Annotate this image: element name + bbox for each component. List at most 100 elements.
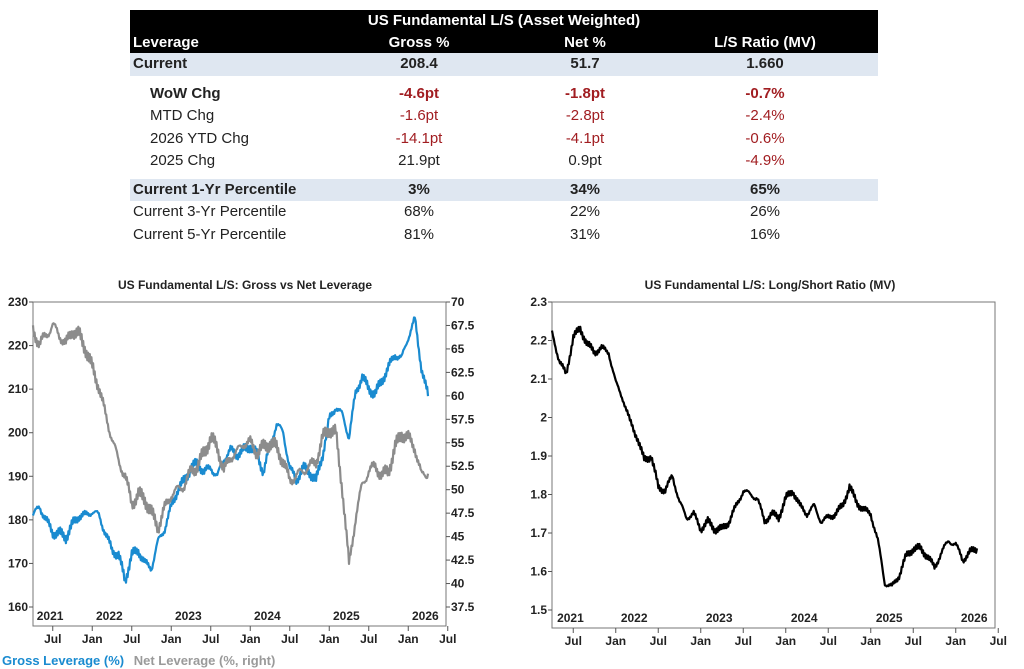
table-row: 2026 YTD Chg -14.1pt -4.1pt -0.6% xyxy=(130,128,878,151)
x-tick-label: Jul xyxy=(820,634,837,648)
row-label: 2025 Chg xyxy=(150,152,216,169)
y-tick-label: 2.2 xyxy=(530,334,547,348)
x-tick-label: Jul xyxy=(439,632,456,646)
x-tick-label: Jul xyxy=(360,632,377,646)
x-year-label: 2024 xyxy=(254,609,281,623)
legend-net: Net Leverage (%, right) xyxy=(133,653,276,668)
x-tick-label: Jul xyxy=(123,632,140,646)
y-right-tick-label: 65 xyxy=(451,342,465,356)
cell: -2.4% xyxy=(745,107,785,124)
cell: 16% xyxy=(749,225,781,243)
header-gross: Gross % xyxy=(388,34,450,51)
x-tick-label: Jul xyxy=(565,634,582,648)
cell: -2.8pt xyxy=(565,107,605,124)
y-tick-label: 190 xyxy=(8,469,28,483)
cell: 65% xyxy=(749,180,781,198)
table-row: Current 3-Yr Percentile 68% 22% 26% xyxy=(130,201,878,224)
x-tick-label: Jan xyxy=(690,634,711,648)
y-tick-label: 160 xyxy=(8,600,28,614)
x-year-label: 2021 xyxy=(37,609,64,623)
y-tick-label: 210 xyxy=(8,382,28,396)
table-row: MTD Chg -1.6pt -2.8pt -2.4% xyxy=(130,105,878,128)
y-right-tick-label: 37.5 xyxy=(451,600,475,614)
series-line-right-1 xyxy=(31,322,430,566)
x-tick-label: Jan xyxy=(398,632,419,646)
y-right-tick-label: 70 xyxy=(451,295,465,309)
x-tick-label: Jul xyxy=(202,632,219,646)
row-label: Current 3-Yr Percentile xyxy=(133,203,287,220)
y-tick-label: 2 xyxy=(540,411,547,425)
x-tick-label: Jan xyxy=(240,632,261,646)
table-row-current: Current 208.4 51.7 1.660 xyxy=(130,53,878,76)
x-tick-label: Jul xyxy=(650,634,667,648)
y-right-tick-label: 40 xyxy=(451,577,465,591)
y-tick-label: 1.5 xyxy=(530,603,547,617)
y-right-tick-label: 67.5 xyxy=(451,318,475,332)
y-tick-label: 2.1 xyxy=(530,372,547,386)
x-tick-label: Jul xyxy=(905,634,922,648)
table-header-row: Leverage Gross % Net % L/S Ratio (MV) xyxy=(130,32,878,53)
x-tick-label: Jan xyxy=(82,632,103,646)
x-year-label: 2024 xyxy=(791,611,818,625)
y-right-tick-label: 57.5 xyxy=(451,412,475,426)
y-tick-label: 1.6 xyxy=(530,565,547,579)
y-right-tick-label: 50 xyxy=(451,483,465,497)
cell: -4.1pt xyxy=(565,129,605,147)
x-tick-label: Jan xyxy=(860,634,881,648)
header-leverage: Leverage xyxy=(133,34,199,51)
cell: 1.660 xyxy=(746,55,784,72)
x-tick-label: Jan xyxy=(775,634,796,648)
x-year-label: 2022 xyxy=(621,611,648,625)
x-tick-label: Jan xyxy=(161,632,182,646)
y-tick-label: 170 xyxy=(8,556,28,570)
cell: -0.7% xyxy=(745,84,785,102)
x-tick-label: Jul xyxy=(735,634,752,648)
cell: -14.1pt xyxy=(395,129,443,147)
cell: -4.9% xyxy=(745,152,785,169)
cell: 22% xyxy=(569,203,601,220)
y-right-tick-label: 42.5 xyxy=(451,553,475,567)
y-tick-label: 2.3 xyxy=(530,295,547,309)
table-row: Current 1-Yr Percentile 3% 34% 65% xyxy=(130,178,878,201)
header-net: Net % xyxy=(564,34,606,51)
y-tick-label: 180 xyxy=(8,513,28,527)
table-row: 2025 Chg 21.9pt 0.9pt -4.9% xyxy=(130,150,878,173)
cell: 68% xyxy=(403,203,435,220)
series-line-left-0 xyxy=(31,316,430,584)
cell: 81% xyxy=(403,225,435,243)
row-label: WoW Chg xyxy=(150,84,221,102)
cell: 31% xyxy=(569,225,601,243)
table-row: Current 5-Yr Percentile 81% 31% 16% xyxy=(130,224,878,247)
table-row: WoW Chg -4.6pt -1.8pt -0.7% xyxy=(130,83,878,106)
cell: 26% xyxy=(749,203,781,220)
series-line-main-0 xyxy=(550,325,979,588)
x-year-label: 2026 xyxy=(412,609,439,623)
row-label: MTD Chg xyxy=(150,107,215,124)
x-year-label: 2021 xyxy=(557,611,584,625)
x-year-label: 2023 xyxy=(706,611,733,625)
y-tick-label: 1.8 xyxy=(530,488,547,502)
y-right-tick-label: 62.5 xyxy=(451,365,475,379)
y-tick-label: 230 xyxy=(8,295,28,309)
x-tick-label: Jul xyxy=(990,634,1007,648)
table-title: US Fundamental L/S (Asset Weighted) xyxy=(130,10,878,32)
cell: 0.9pt xyxy=(568,152,602,169)
y-right-tick-label: 52.5 xyxy=(451,459,475,473)
y-tick-label: 220 xyxy=(8,339,28,353)
row-label: Current 5-Yr Percentile xyxy=(133,225,287,243)
y-tick-label: 1.9 xyxy=(530,449,547,463)
cell: -4.6pt xyxy=(398,84,439,102)
cell: 3% xyxy=(408,180,430,198)
chart-title: US Fundamental L/S: Gross vs Net Leverag… xyxy=(118,278,372,292)
y-tick-label: 200 xyxy=(8,426,28,440)
cell: 21.9pt xyxy=(398,152,440,169)
x-tick-label: Jan xyxy=(945,634,966,648)
y-tick-label: 1.7 xyxy=(530,526,547,540)
y-right-tick-label: 55 xyxy=(451,436,465,450)
row-label: Current 1-Yr Percentile xyxy=(133,180,297,198)
y-right-tick-label: 45 xyxy=(451,530,465,544)
x-tick-label: Jul xyxy=(281,632,298,646)
x-year-label: 2025 xyxy=(333,609,360,623)
cell: -1.8pt xyxy=(564,84,605,102)
